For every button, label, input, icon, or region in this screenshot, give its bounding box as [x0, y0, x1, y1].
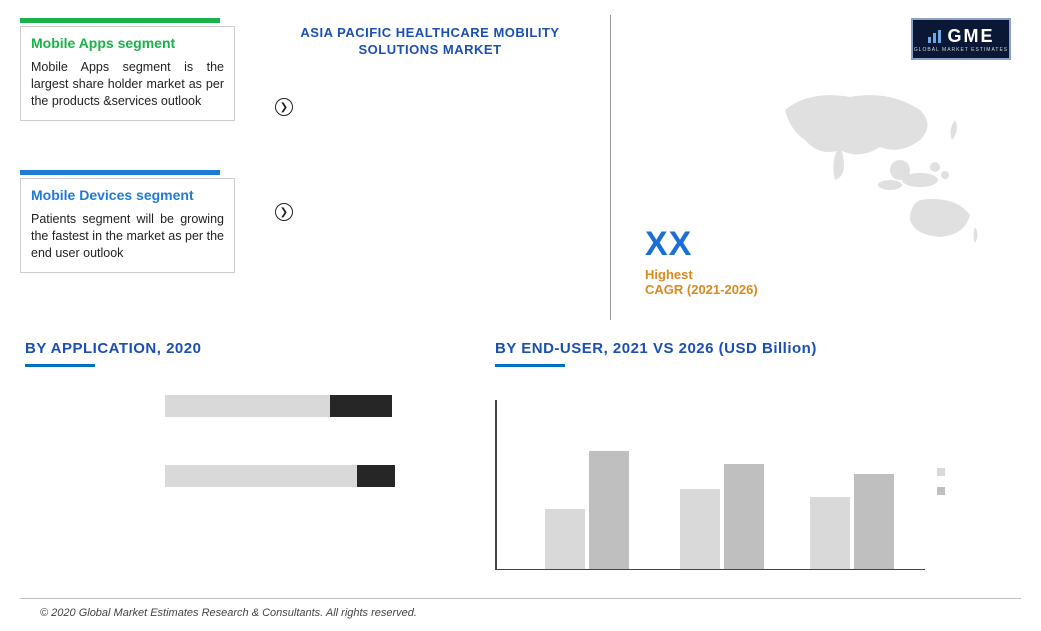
column-bar	[724, 464, 764, 569]
end-user-group	[680, 464, 770, 569]
y-axis	[495, 400, 497, 570]
segment-card-mobile-apps: Mobile Apps segment Mobile Apps segment …	[20, 26, 235, 121]
segment-body: Patients segment will be growing the fas…	[31, 211, 224, 262]
vertical-divider	[610, 15, 611, 320]
application-bar-row	[165, 465, 395, 487]
accent-bar-blue	[20, 170, 220, 175]
logo-bars-icon	[927, 28, 943, 44]
section-title-underline	[25, 364, 95, 367]
by-end-user-chart	[495, 390, 965, 580]
bar-segment	[330, 395, 392, 417]
cagr-label: Highest CAGR (2021-2026)	[645, 267, 758, 297]
legend-item	[937, 468, 949, 479]
chevron-right-icon: ❯	[275, 98, 293, 116]
chevron-right-icon: ❯	[275, 203, 293, 221]
column-bar	[854, 474, 894, 569]
section-title-end-user: BY END-USER, 2021 VS 2026 (USD Billion)	[495, 340, 817, 357]
bar-segment	[165, 465, 357, 487]
segment-title: Mobile Devices segment	[31, 187, 224, 203]
segment-card-mobile-devices: Mobile Devices segment Patients segment …	[20, 178, 235, 273]
legend-item	[937, 487, 949, 498]
column-bar	[545, 509, 585, 569]
asia-pacific-map	[780, 85, 990, 245]
page-title: ASIA PACIFIC HEALTHCARE MOBILITY SOLUTIO…	[275, 25, 585, 59]
end-user-group	[545, 451, 635, 569]
by-application-chart	[25, 390, 445, 560]
bar-segment	[165, 395, 330, 417]
segment-body: Mobile Apps segment is the largest share…	[31, 59, 224, 110]
logo-subtext: GLOBAL MARKET ESTIMATES	[914, 47, 1008, 53]
section-title-underline	[495, 364, 565, 367]
cagr-highest: Highest	[645, 267, 693, 282]
gme-logo: GME GLOBAL MARKET ESTIMATES	[911, 18, 1011, 60]
end-user-group	[810, 474, 900, 569]
column-bar	[680, 489, 720, 569]
cagr-range: CAGR (2021-2026)	[645, 282, 758, 297]
bar-segment	[357, 465, 395, 487]
logo-text: GME	[947, 26, 994, 47]
accent-bar-green	[20, 18, 220, 23]
footer-copyright: © 2020 Global Market Estimates Research …	[40, 607, 417, 619]
cagr-value-placeholder: XX	[645, 225, 692, 264]
footer-divider	[20, 598, 1021, 599]
column-bar	[810, 497, 850, 569]
application-bar-row	[165, 395, 392, 417]
chart-legend	[937, 468, 949, 498]
column-bar	[589, 451, 629, 569]
section-title-application: BY APPLICATION, 2020	[25, 340, 201, 357]
segment-title: Mobile Apps segment	[31, 35, 224, 51]
